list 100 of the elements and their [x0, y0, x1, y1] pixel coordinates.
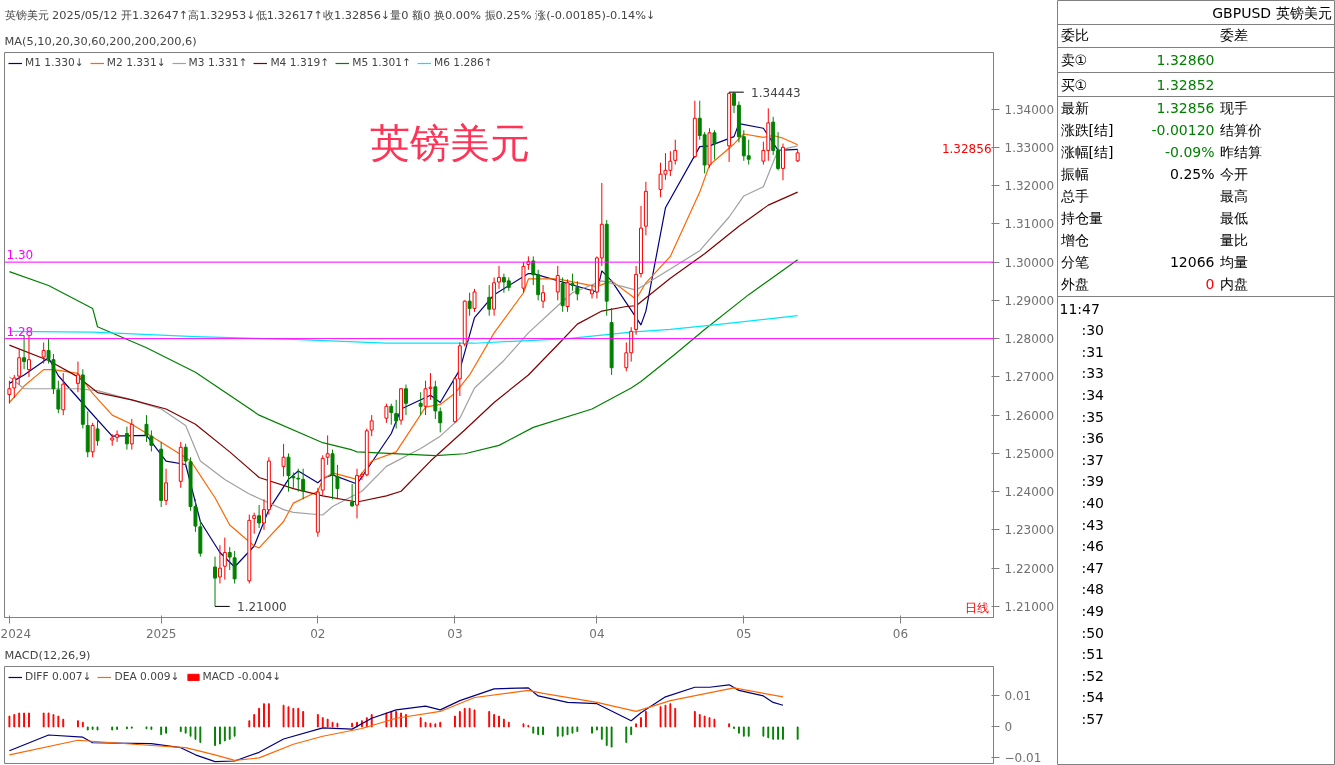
category-label: 委差 — [1219, 26, 1248, 43]
ref-line-label: 1.30 — [6, 248, 34, 263]
y-tick-label: 0.01 — [1004, 689, 1032, 704]
candlestick — [394, 399, 399, 430]
legend-label: M4 1.319↑ — [270, 56, 330, 69]
x-tick-label: 04 — [589, 626, 605, 641]
candlestick — [712, 129, 717, 161]
candlestick — [227, 546, 232, 571]
candlestick — [746, 139, 751, 166]
annotation: 英镑美元 — [370, 119, 531, 166]
candlestick — [467, 292, 472, 317]
candlestick — [575, 280, 580, 301]
candlestick — [95, 418, 100, 447]
y-tick-label: 1.24000 — [1004, 485, 1055, 500]
candlestick — [22, 335, 27, 370]
category-label: 涨跌[结] — [1060, 121, 1114, 138]
candlestick — [257, 504, 262, 529]
candlestick — [541, 284, 546, 309]
annotation: 1.32856 — [941, 142, 992, 157]
category-label: 涨幅[结] — [1060, 143, 1114, 160]
candlestick — [183, 443, 188, 468]
candlestick — [560, 276, 565, 313]
text: :37 — [1081, 451, 1105, 468]
category-label: 振幅 — [1060, 165, 1089, 182]
candlestick — [350, 483, 355, 508]
annotation: 日线 — [964, 600, 989, 615]
category-label: 外盘 — [1060, 275, 1089, 292]
text: :48 — [1081, 581, 1105, 598]
category-label: 买① — [1060, 76, 1088, 93]
y-tick-label: 1.23000 — [1004, 523, 1055, 538]
category-label: 分笔 — [1060, 253, 1089, 270]
text: :47 — [1081, 559, 1105, 576]
text: :33 — [1081, 365, 1105, 382]
y-tick-label: 1.28000 — [1004, 332, 1055, 347]
legend-label: M1 1.330↓ — [25, 56, 84, 69]
y-tick-label: −0.01 — [1004, 751, 1042, 765]
text: :40 — [1081, 494, 1105, 511]
text: -0.00120 — [1151, 121, 1215, 138]
candlestick — [555, 265, 560, 301]
candlestick — [252, 512, 257, 535]
chart-title: MACD(12,26,9) — [4, 647, 91, 662]
text: -0.09% — [1164, 143, 1215, 160]
candlestick — [129, 418, 134, 451]
x-tick-label: 02 — [310, 626, 326, 641]
y-tick-label: 1.22000 — [1004, 561, 1055, 576]
y-tick-label: 1.25000 — [1004, 446, 1055, 461]
candlestick — [418, 391, 423, 416]
chart-title: 英镑美元 2025/05/12 开1.32647↑高1.32953↓低1.32617↑收1.32856↓量0 额0 换0.00% 振0.25% 涨(-0.00185)-0.14%↓ — [4, 7, 656, 22]
candlestick — [144, 414, 149, 443]
candlestick — [164, 468, 169, 506]
candlestick — [46, 338, 51, 364]
category-label: 最新 — [1060, 99, 1089, 116]
candlestick — [565, 278, 570, 313]
candlestick — [124, 426, 129, 451]
y-tick-label: 1.21000 — [1004, 599, 1055, 614]
text: GBPUSD 英镑美元 — [1212, 4, 1332, 21]
category-label: 增仓 — [1060, 231, 1089, 248]
candlestick — [404, 384, 408, 416]
text: 11:47 — [1059, 300, 1100, 317]
candlestick — [17, 348, 22, 386]
text: :36 — [1081, 430, 1105, 447]
text: 1.32860 — [1156, 51, 1215, 68]
candlestick — [384, 403, 389, 424]
text: :57 — [1081, 710, 1105, 727]
text: 12066 — [1169, 253, 1215, 270]
text: :49 — [1081, 602, 1105, 619]
candlestick — [12, 374, 17, 399]
category-label: 委比 — [1060, 26, 1089, 43]
candlestick — [281, 443, 286, 477]
candlestick — [325, 434, 330, 466]
x-tick-label: 2025 — [145, 626, 177, 641]
category-label: 昨结算 — [1219, 143, 1262, 160]
candlestick — [286, 452, 291, 493]
category-label: 今开 — [1219, 165, 1248, 182]
candlestick — [213, 556, 217, 607]
candlestick — [781, 143, 785, 181]
legend-label: MACD -0.004↓ — [202, 670, 282, 683]
category-label: 最低 — [1219, 209, 1248, 226]
category-label: 内盘 — [1219, 275, 1248, 292]
candlestick — [56, 380, 61, 414]
text: :43 — [1081, 516, 1105, 533]
candlestick — [330, 449, 335, 500]
category-label: 量比 — [1219, 231, 1248, 248]
candlestick — [7, 380, 12, 405]
text: :51 — [1081, 646, 1105, 663]
annotation: 1.21000 — [237, 599, 287, 614]
candlestick — [41, 341, 46, 364]
candlestick — [232, 550, 237, 584]
x-tick-label: 2024 — [0, 626, 32, 641]
text: 1.32856 — [1156, 99, 1215, 116]
text: :34 — [1081, 386, 1105, 403]
candlestick — [217, 544, 222, 584]
x-tick-label: 06 — [892, 626, 909, 641]
legend-label: DIFF 0.007↓ — [25, 670, 92, 683]
y-tick-label: 1.30000 — [1004, 255, 1055, 270]
legend-label: M3 1.331↑ — [188, 56, 248, 69]
x-tick-label: 05 — [736, 626, 752, 641]
x-tick-label: 03 — [447, 626, 463, 641]
legend-label: M5 1.301↑ — [352, 56, 411, 69]
category-label: 现手 — [1219, 99, 1248, 116]
